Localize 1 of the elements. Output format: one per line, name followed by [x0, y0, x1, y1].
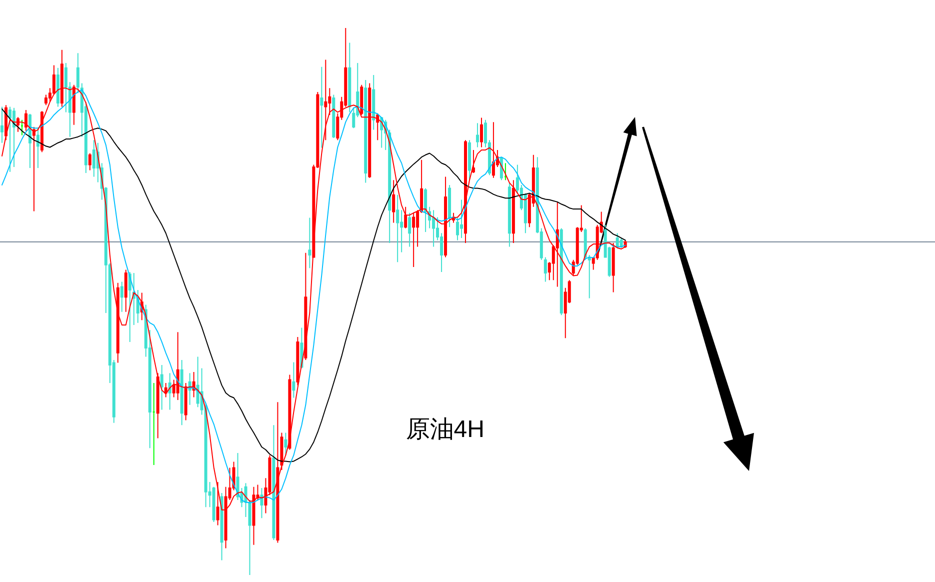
- annotation: 原油4H: [406, 416, 484, 444]
